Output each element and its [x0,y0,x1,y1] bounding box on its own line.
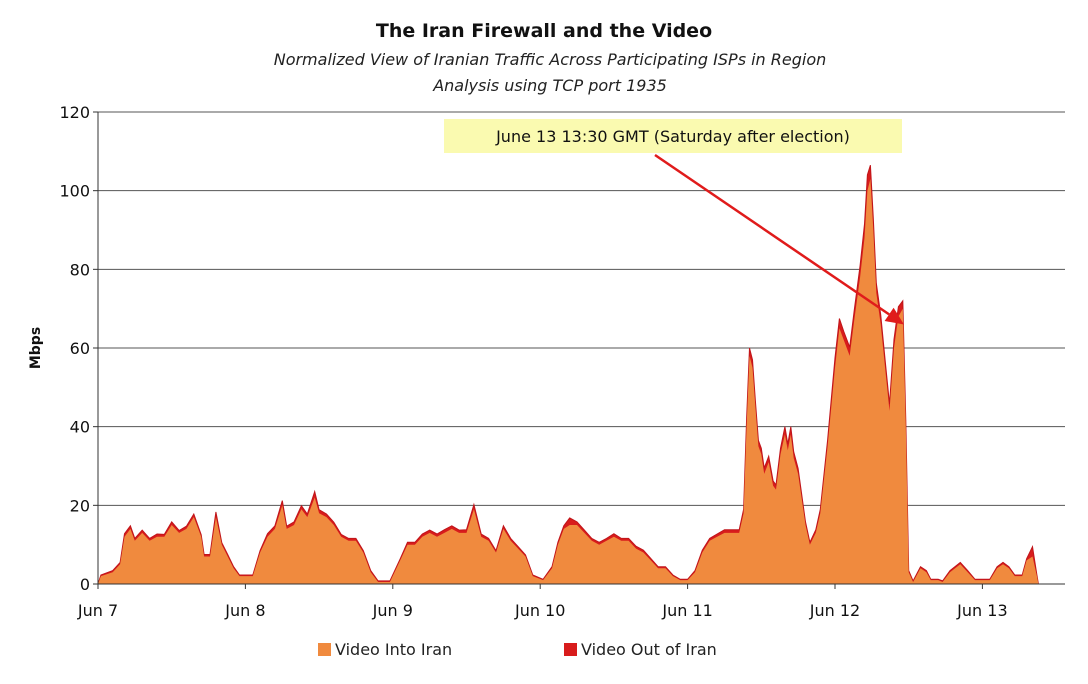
axes [93,111,1065,589]
annotation-arrow [654,153,890,316]
y-tick-label-60: 60 [70,339,90,358]
grid-lines [98,111,1065,506]
x-tick-label-9: Jun 9 [372,601,413,620]
legend-swatch-into [318,643,331,656]
y-tick-label-80: 80 [70,260,90,279]
chart-subtitle-line-2: Analysis using TCP port 1935 [433,76,667,95]
legend-item-video-out-of-iran: Video Out of Iran [564,640,717,659]
legend-swatch-out [564,643,577,656]
legend-label-into: Video Into Iran [335,640,453,659]
annotation-text: June 13 13:30 GMT (Saturday after electi… [495,127,850,146]
chart-title: The Iran Firewall and the Video [375,20,713,42]
x-tick-label-7: Jun 7 [77,601,118,620]
chart-subtitle-line-1: Normalized View of Iranian Traffic Acros… [273,50,827,69]
legend-item-video-into-iran: Video Into Iran [318,640,452,659]
x-tick-label-8: Jun 8 [224,601,265,620]
y-tick-label-0: 0 [80,575,90,594]
y-tick-label-40: 40 [70,418,90,437]
y-tick-labels: 0 20 40 60 80 100 120 [59,103,90,594]
x-tick-label-13: Jun 13 [956,601,1007,620]
area-video-into-iran [98,178,1039,584]
annotation-arrowhead [884,307,904,325]
legend-label-out: Video Out of Iran [581,640,717,659]
annotation-box [444,119,902,153]
x-tick-label-10: Jun 10 [514,601,565,620]
series-areas [97,164,1039,585]
y-tick-label-20: 20 [70,496,90,515]
annotation: June 13 13:30 GMT (Saturday after electi… [444,119,904,325]
y-tick-label-100: 100 [59,182,90,201]
x-tick-label-11: Jun 11 [661,601,712,620]
y-tick-label-120: 120 [59,103,90,122]
x-tick-labels: Jun 7 Jun 8 Jun 9 Jun 10 Jun 11 Jun 12 Jun 13 [77,601,1008,620]
y-axis-label: Mbps [28,327,44,369]
x-tick-label-12: Jun 12 [809,601,860,620]
